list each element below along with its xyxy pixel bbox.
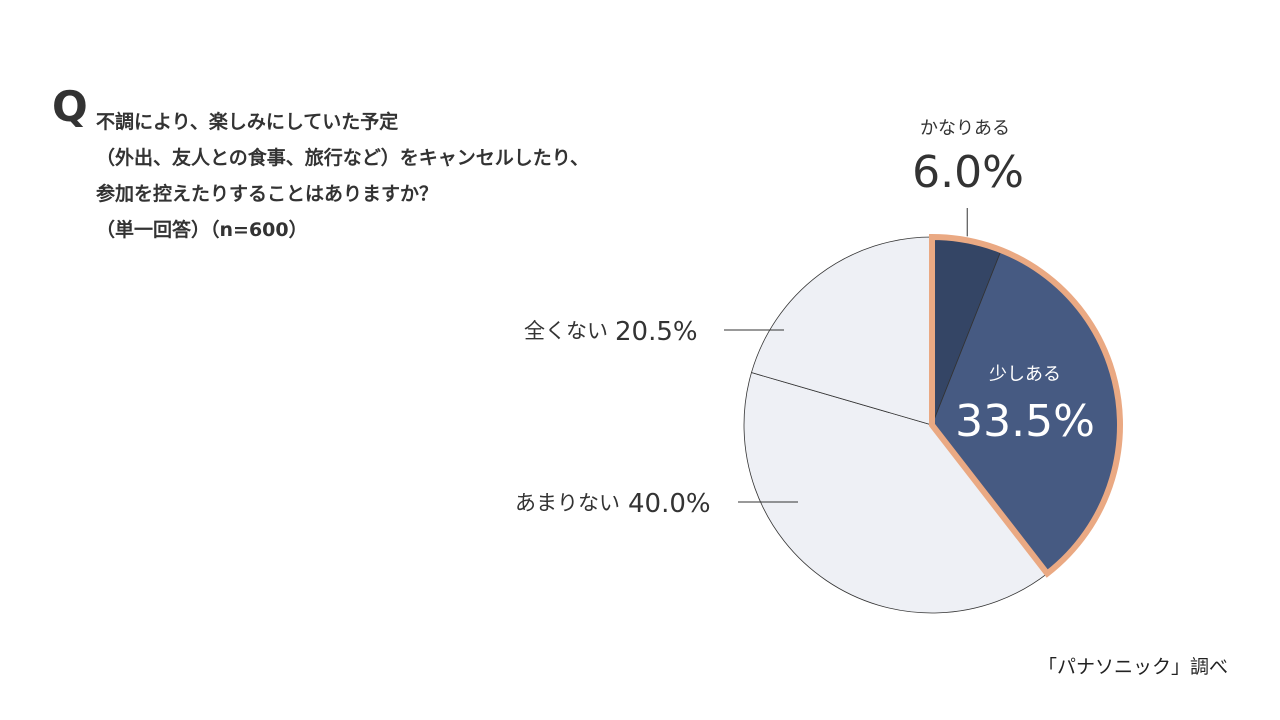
question-mark: Q bbox=[52, 82, 88, 131]
question-line-1: 不調により、楽しみにしていた予定 bbox=[96, 111, 399, 133]
slice-value-2: 33.5% bbox=[955, 396, 1095, 447]
question-line-2: （外出、友人との食事、旅行など）をキャンセルしたり、 bbox=[96, 147, 590, 169]
slice-label-1: かなりある bbox=[920, 118, 1010, 139]
highlight-outline bbox=[929, 233, 1124, 578]
question-line-3: 参加を控えたりすることはありますか？ bbox=[96, 183, 439, 205]
question-line-4: （単一回答）（n=600） bbox=[96, 219, 308, 241]
slice-label-4: 全くない bbox=[524, 319, 608, 343]
slice-label-2: 少しある bbox=[989, 364, 1061, 385]
slice-value-1: 6.0% bbox=[912, 147, 1024, 198]
slice-value-4: 20.5% bbox=[615, 317, 698, 347]
slice-label-3: あまりない bbox=[515, 491, 620, 515]
slice-value-3: 40.0% bbox=[628, 489, 711, 519]
source-credit: 「パナソニック」調べ bbox=[1037, 656, 1228, 678]
pie-slices bbox=[743, 236, 1121, 614]
question-text: 不調により、楽しみにしていた予定 （外出、友人との食事、旅行など）をキャンセルし… bbox=[96, 104, 589, 248]
slice-3 bbox=[743, 372, 1048, 614]
slice-4 bbox=[751, 236, 933, 426]
